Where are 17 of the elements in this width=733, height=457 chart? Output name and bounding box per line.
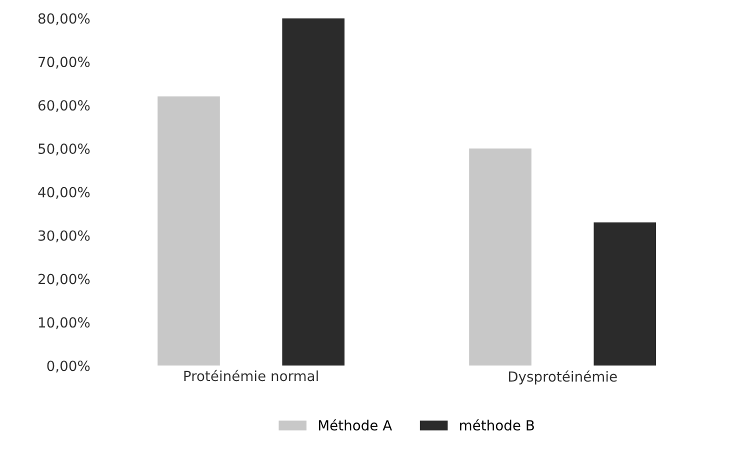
y-tick-label: 0,00% bbox=[47, 360, 90, 372]
y-tick-label: 30,00% bbox=[38, 230, 90, 242]
bar bbox=[594, 222, 656, 366]
legend-label: Méthode A bbox=[318, 419, 392, 431]
y-tick-label: 80,00% bbox=[38, 13, 90, 26]
x-tick-label: Dysprotéinémie bbox=[508, 370, 617, 384]
bar bbox=[282, 18, 345, 366]
y-tick-label: 20,00% bbox=[38, 274, 90, 286]
y-tick-label: 70,00% bbox=[38, 56, 90, 69]
y-tick-label: 50,00% bbox=[38, 143, 90, 156]
bar bbox=[158, 96, 220, 366]
bar bbox=[469, 148, 532, 366]
legend-label: méthode B bbox=[460, 419, 534, 431]
y-tick-label: 40,00% bbox=[38, 186, 90, 199]
x-tick-label: Protéinémie normal bbox=[184, 370, 318, 382]
y-tick-label: 60,00% bbox=[38, 100, 90, 112]
y-tick-label: 10,00% bbox=[38, 317, 90, 330]
